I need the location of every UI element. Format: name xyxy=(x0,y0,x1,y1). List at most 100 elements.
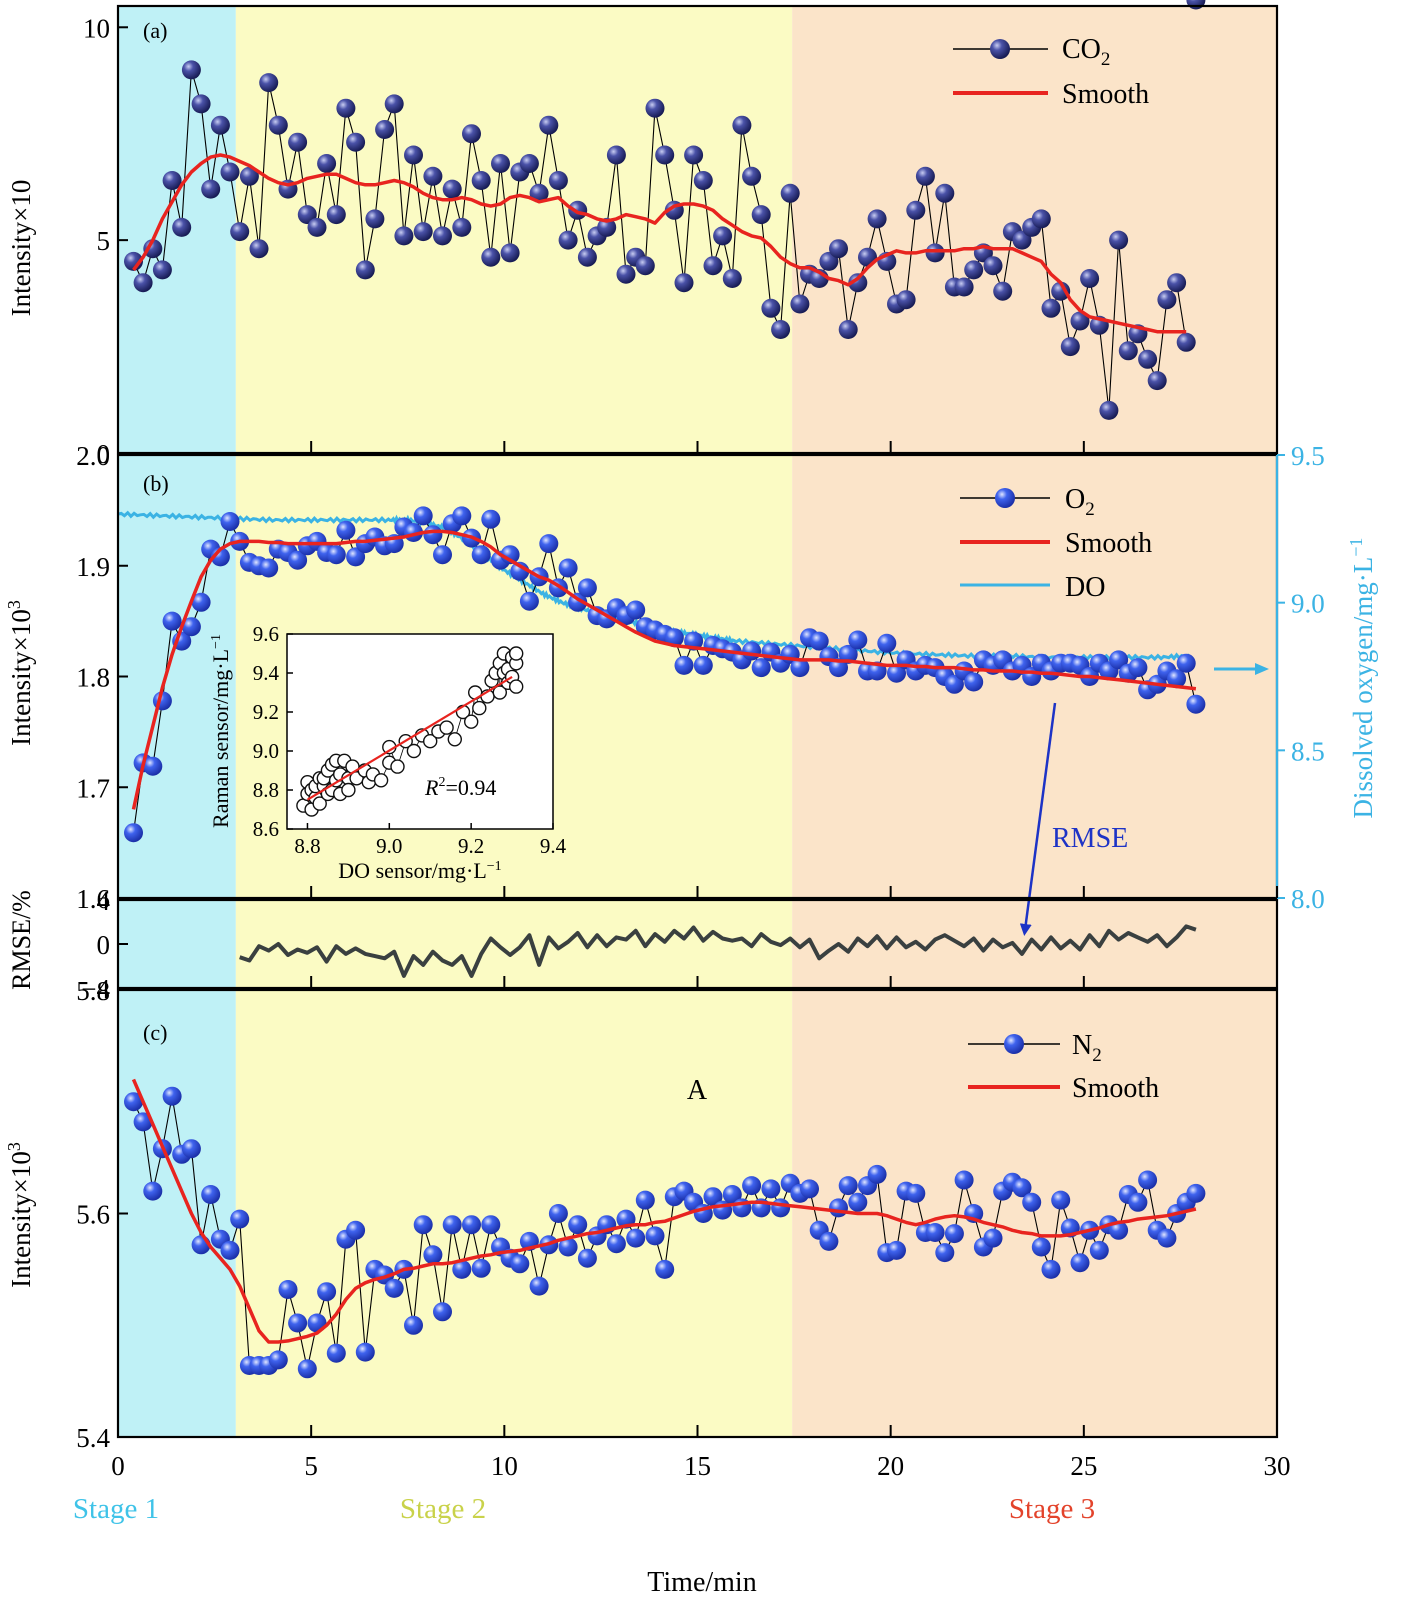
data-point-o2 xyxy=(1167,669,1187,689)
data-point-co2 xyxy=(674,273,694,293)
data-point-co2 xyxy=(771,320,791,339)
data-point-n2 xyxy=(384,1278,404,1298)
inset-data-point xyxy=(341,782,356,798)
x-tick-label: 5 xyxy=(304,1451,318,1481)
data-point-co2 xyxy=(780,183,800,203)
y2-tick-label: 8.0 xyxy=(1291,884,1325,914)
data-point-co2 xyxy=(433,226,452,246)
data-point-co2 xyxy=(568,200,588,220)
panel-b-series xyxy=(117,506,1206,843)
data-point-co2 xyxy=(1176,332,1196,352)
data-point-co2 xyxy=(1041,298,1061,318)
data-point-o2 xyxy=(693,655,713,675)
data-point-co2 xyxy=(645,98,665,118)
data-point-o2 xyxy=(471,545,491,565)
data-point-o2 xyxy=(181,617,201,637)
y-tick-label-c: 5.4 xyxy=(76,1423,110,1453)
data-point-n2 xyxy=(558,1237,578,1257)
inset-x-tick-label: 9.0 xyxy=(376,834,402,858)
data-point-n2 xyxy=(626,1228,646,1248)
data-point-co2 xyxy=(1186,0,1206,10)
data-point-n2 xyxy=(317,1282,337,1302)
data-point-o2 xyxy=(809,631,829,651)
inset-ylabel: Raman sensor/mg·L−1 xyxy=(208,634,233,828)
data-point-n2 xyxy=(162,1086,182,1106)
data-point-co2 xyxy=(317,154,337,173)
data-point-n2 xyxy=(423,1245,443,1265)
panel-c-annotation: A xyxy=(687,1075,708,1106)
data-point-co2 xyxy=(684,145,704,165)
data-point-co2 xyxy=(249,239,269,259)
data-point-co2 xyxy=(732,115,752,135)
data-point-n2 xyxy=(220,1240,240,1260)
y-tick-label-a: 0 xyxy=(97,439,111,469)
data-point-n2 xyxy=(1186,1183,1206,1203)
data-point-co2 xyxy=(519,154,539,173)
data-point-n2 xyxy=(577,1248,597,1268)
data-point-co2 xyxy=(220,162,240,182)
stage-3-label: Stage 3 xyxy=(1009,1493,1095,1525)
data-point-n2 xyxy=(297,1359,317,1379)
inset-series: 8.8 9.0 9.2 9.4 8.6 8.8 9.0 9.2 9.4 9.6 xyxy=(253,622,567,858)
inset-y-tick-label: 9.6 xyxy=(253,622,279,646)
data-point-co2 xyxy=(713,226,733,246)
data-point-n2 xyxy=(433,1302,452,1322)
data-point-n2 xyxy=(935,1243,955,1263)
data-point-n2 xyxy=(703,1187,723,1207)
data-point-co2 xyxy=(577,247,597,267)
data-point-co2 xyxy=(133,273,153,293)
data-point-n2 xyxy=(761,1179,781,1199)
inset-y-tick-label: 8.6 xyxy=(253,817,279,841)
data-point-co2 xyxy=(181,60,201,80)
panel-b-legend: O2 Smooth DO xyxy=(960,484,1152,603)
data-point-o2 xyxy=(664,628,684,648)
data-point-co2 xyxy=(423,166,443,186)
x-tick-label: 10 xyxy=(491,1451,518,1481)
data-point-n2 xyxy=(606,1234,626,1254)
data-point-o2 xyxy=(964,672,984,692)
data-point-n2 xyxy=(645,1226,665,1246)
data-point-n2 xyxy=(201,1185,221,1204)
data-point-n2 xyxy=(1089,1240,1109,1260)
data-point-co2 xyxy=(954,277,974,297)
series-smooth-line xyxy=(131,1078,1197,1344)
data-point-n2 xyxy=(944,1224,964,1244)
data-point-o2 xyxy=(751,658,771,678)
inset-data-point xyxy=(423,734,438,749)
panel-c-legend: N2 Smooth xyxy=(968,1030,1159,1104)
data-point-co2 xyxy=(172,217,192,237)
data-point-co2 xyxy=(210,115,230,135)
data-point-co2 xyxy=(375,120,395,139)
data-point-n2 xyxy=(133,1112,153,1132)
data-point-co2 xyxy=(935,183,955,203)
panel-a-legend: CO2 Smooth xyxy=(953,34,1149,110)
inset-data-point xyxy=(509,646,524,661)
data-point-co2 xyxy=(365,209,385,229)
data-point-co2 xyxy=(404,145,423,165)
inset-y-tick-label: 9.4 xyxy=(253,661,280,685)
panel-a-ylabel: Intensity×10 xyxy=(6,180,36,317)
data-point-n2 xyxy=(1128,1192,1148,1212)
panel-c-series xyxy=(124,1078,1206,1379)
y-tick-label-a: 10 xyxy=(83,13,110,43)
data-point-co2 xyxy=(394,226,414,246)
y-tick-label-rmse: 0 xyxy=(97,930,111,960)
data-point-o2 xyxy=(259,558,279,578)
data-point-o2 xyxy=(838,644,858,664)
data-point-co2 xyxy=(384,94,404,114)
panel-a: (a) CO2 Smooth Intensity×10 xyxy=(6,0,1206,420)
legend-smooth-label: Smooth xyxy=(1065,528,1152,559)
panel-rmse-series xyxy=(239,924,1197,978)
inset-y-tick-label: 9.2 xyxy=(253,700,279,724)
y-tick-label-c: 5.8 xyxy=(76,976,110,1006)
data-point-co2 xyxy=(1109,230,1129,250)
data-point-co2 xyxy=(1051,281,1071,301)
stage-2-label: Stage 2 xyxy=(400,1493,486,1525)
data-point-co2 xyxy=(1070,311,1090,331)
data-point-co2 xyxy=(471,171,491,190)
data-point-co2 xyxy=(558,230,578,250)
data-point-n2 xyxy=(404,1315,423,1335)
rmse-annotation: RMSE xyxy=(1052,823,1128,854)
data-point-o2 xyxy=(1176,653,1196,673)
data-point-o2 xyxy=(413,506,433,526)
